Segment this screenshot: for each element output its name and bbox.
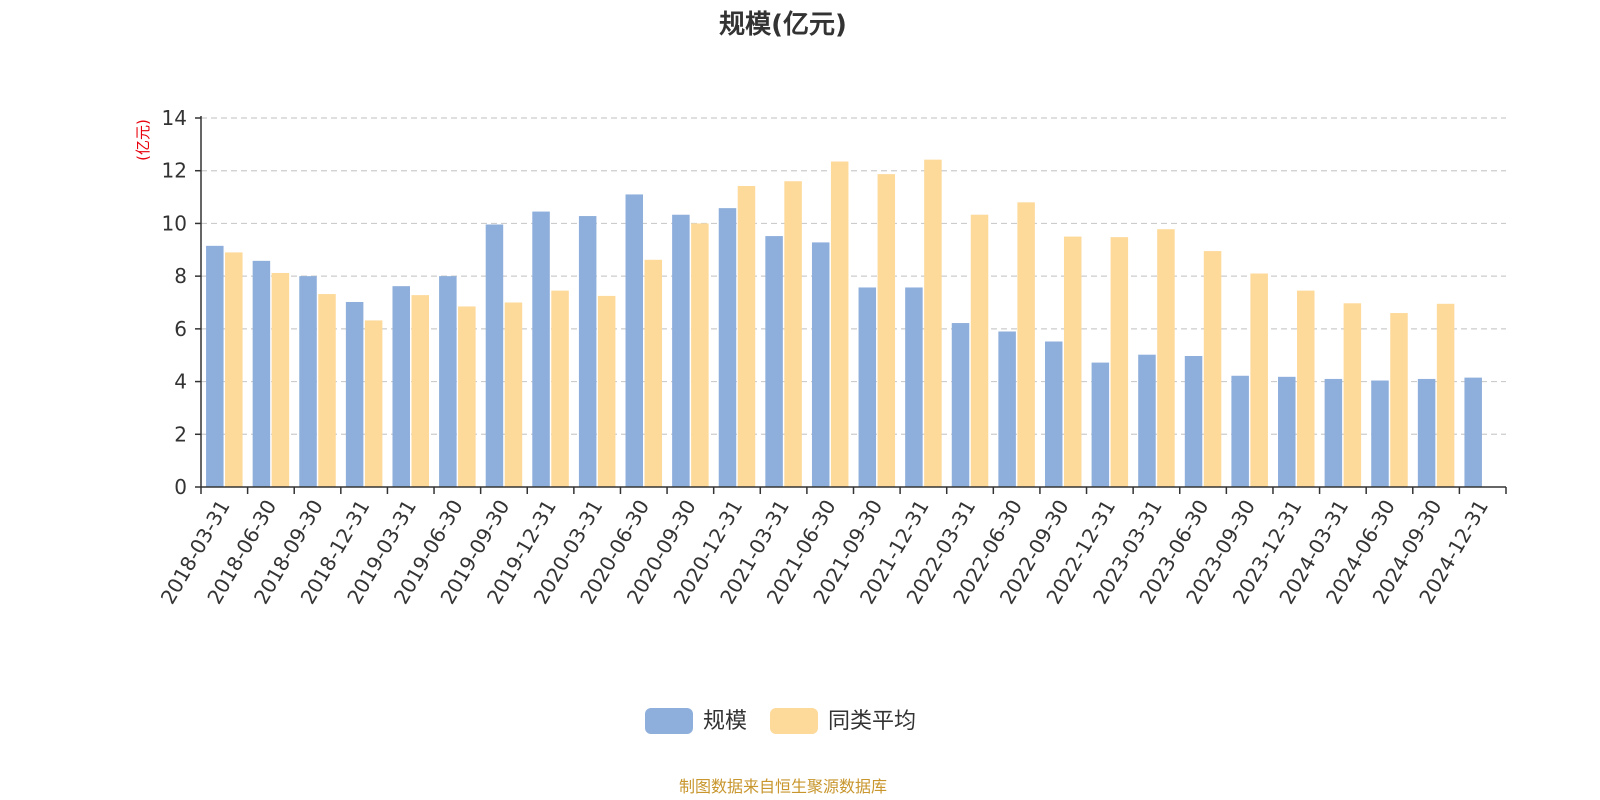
- bar-peer-avg[interactable]: [1390, 313, 1408, 487]
- bar-scale[interactable]: [206, 245, 224, 487]
- bar-scale[interactable]: [1371, 380, 1389, 487]
- y-tick-label: 4: [174, 370, 187, 394]
- y-tick-label: 14: [162, 106, 187, 130]
- bar-scale[interactable]: [252, 260, 271, 487]
- bar-scale[interactable]: [1278, 376, 1296, 487]
- bar-scale[interactable]: [1044, 341, 1063, 487]
- grid-lines: [201, 117, 1506, 435]
- legend-label: 规模: [703, 709, 747, 734]
- y-tick-label: 10: [162, 211, 187, 235]
- bar-scale[interactable]: [1184, 356, 1203, 487]
- bar-peer-avg[interactable]: [1063, 236, 1082, 487]
- x-axis-ticks: 2018-03-312018-06-302018-09-302018-12-31…: [156, 487, 1507, 608]
- bar-scale[interactable]: [998, 331, 1016, 487]
- y-axis-unit-label: (亿元): [134, 119, 152, 161]
- bar-peer-avg[interactable]: [504, 302, 523, 488]
- source-note: 制图数据来自恒生聚源数据库: [679, 777, 887, 796]
- bar-scale[interactable]: [1324, 378, 1343, 487]
- bar-peer-avg[interactable]: [1157, 229, 1175, 487]
- bar-scale[interactable]: [1231, 375, 1249, 487]
- bar-scale[interactable]: [485, 224, 504, 488]
- bar-peer-avg[interactable]: [1110, 237, 1129, 487]
- bar-peer-avg[interactable]: [411, 295, 429, 487]
- legend-item-scale[interactable]: 规模: [645, 708, 747, 734]
- bar-scale[interactable]: [1464, 377, 1482, 487]
- bar-peer-avg[interactable]: [225, 252, 243, 487]
- bar-scale[interactable]: [439, 276, 457, 487]
- bar-peer-avg[interactable]: [597, 295, 616, 487]
- bar-peer-avg[interactable]: [784, 181, 802, 487]
- bar-scale[interactable]: [299, 276, 317, 487]
- bar-scale[interactable]: [1417, 378, 1436, 487]
- bars-group: [206, 159, 1482, 488]
- bar-peer-avg[interactable]: [737, 186, 756, 487]
- bar-peer-avg[interactable]: [271, 272, 290, 487]
- legend-swatch: [770, 708, 818, 734]
- y-tick-label: 8: [174, 264, 187, 288]
- bar-scale[interactable]: [718, 208, 737, 488]
- bar-scale[interactable]: [392, 286, 410, 487]
- bar-scale[interactable]: [1138, 354, 1156, 487]
- bar-peer-avg[interactable]: [551, 290, 569, 487]
- chart-title: 规模(亿元): [719, 10, 847, 40]
- bar-peer-avg[interactable]: [1017, 202, 1035, 488]
- legend-swatch: [645, 708, 693, 734]
- bar-peer-avg[interactable]: [1343, 303, 1362, 487]
- bar-scale[interactable]: [578, 216, 597, 487]
- bar-scale[interactable]: [905, 287, 923, 487]
- legend-item-peer-avg[interactable]: 同类平均: [770, 708, 916, 734]
- y-axis-ticks: 0 2 4 6 8 10 12 14: [162, 106, 201, 499]
- bar-peer-avg[interactable]: [970, 214, 989, 487]
- bar-peer-avg[interactable]: [644, 259, 663, 487]
- y-tick-label: 6: [174, 317, 187, 341]
- bar-peer-avg[interactable]: [458, 306, 476, 487]
- bar-scale[interactable]: [345, 301, 364, 487]
- legend[interactable]: 规模 同类平均: [645, 708, 916, 734]
- bar-scale[interactable]: [1091, 362, 1110, 487]
- bar-peer-avg[interactable]: [830, 161, 849, 487]
- bar-peer-avg[interactable]: [1203, 251, 1222, 487]
- legend-label: 同类平均: [828, 709, 916, 734]
- bar-scale[interactable]: [858, 287, 877, 487]
- bar-peer-avg[interactable]: [1250, 273, 1268, 487]
- bar-scale[interactable]: [672, 214, 690, 487]
- bar-scale[interactable]: [951, 323, 970, 487]
- bar-scale[interactable]: [625, 194, 644, 487]
- bar-peer-avg[interactable]: [1436, 303, 1455, 487]
- bar-scale[interactable]: [811, 242, 830, 487]
- bar-peer-avg[interactable]: [318, 294, 336, 487]
- bar-peer-avg[interactable]: [877, 174, 896, 487]
- bar-scale[interactable]: [765, 236, 783, 487]
- y-tick-label: 0: [174, 475, 187, 499]
- bar-peer-avg[interactable]: [364, 320, 383, 487]
- bar-peer-avg[interactable]: [691, 223, 709, 487]
- bar-scale[interactable]: [532, 211, 550, 487]
- y-tick-label: 2: [174, 422, 187, 446]
- bar-peer-avg[interactable]: [924, 159, 942, 487]
- bar-peer-avg[interactable]: [1297, 290, 1315, 487]
- y-tick-label: 12: [162, 159, 187, 183]
